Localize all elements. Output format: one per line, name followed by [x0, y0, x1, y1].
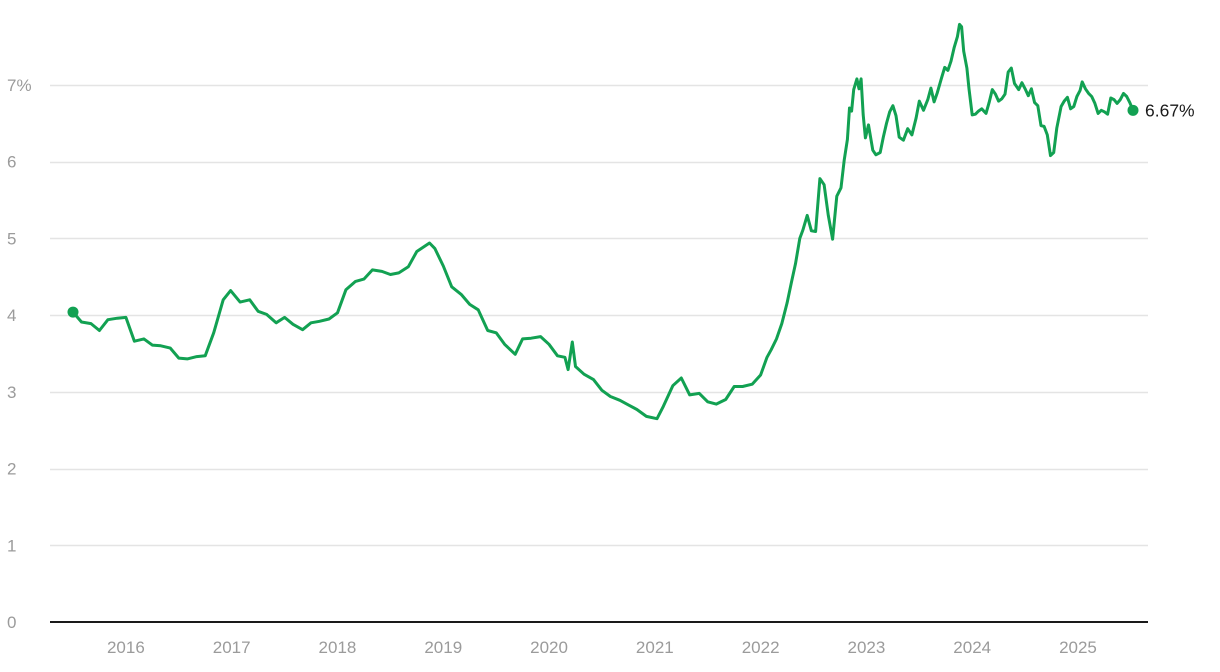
- y-axis-label: 5: [7, 229, 16, 248]
- y-axis-label: 4: [7, 306, 16, 325]
- x-axis-labels-group: 2016 2017 2018 2019 2020 2021 2022 2023 2024 2025: [107, 638, 1097, 657]
- x-axis-label: 2016: [107, 638, 145, 657]
- end-point-marker: [1127, 104, 1139, 116]
- x-axis-label: 2017: [213, 638, 251, 657]
- y-axis-label: 3: [7, 383, 16, 402]
- x-axis-label: 2025: [1059, 638, 1097, 657]
- x-axis-label: 2018: [319, 638, 357, 657]
- rate-line: [71, 22, 1135, 421]
- x-axis-label: 2022: [742, 638, 780, 657]
- y-axis-label: 1: [7, 536, 16, 555]
- y-axis-label: 6: [7, 153, 16, 172]
- x-axis-label: 2019: [424, 638, 462, 657]
- y-axis-labels-group: 0 1 2 3 4 5 6 7%: [7, 76, 32, 632]
- x-axis-label: 2020: [530, 638, 568, 657]
- x-axis-label: 2024: [953, 638, 991, 657]
- y-axis-label: 7%: [7, 76, 32, 95]
- end-value-label: 6.67%: [1145, 100, 1195, 120]
- x-axis-label: 2021: [636, 638, 674, 657]
- start-point-marker: [67, 306, 79, 318]
- gridlines-group: [50, 84, 1148, 547]
- y-axis-label: 0: [7, 613, 16, 632]
- x-axis-label: 2023: [847, 638, 885, 657]
- y-axis-label: 2: [7, 460, 16, 479]
